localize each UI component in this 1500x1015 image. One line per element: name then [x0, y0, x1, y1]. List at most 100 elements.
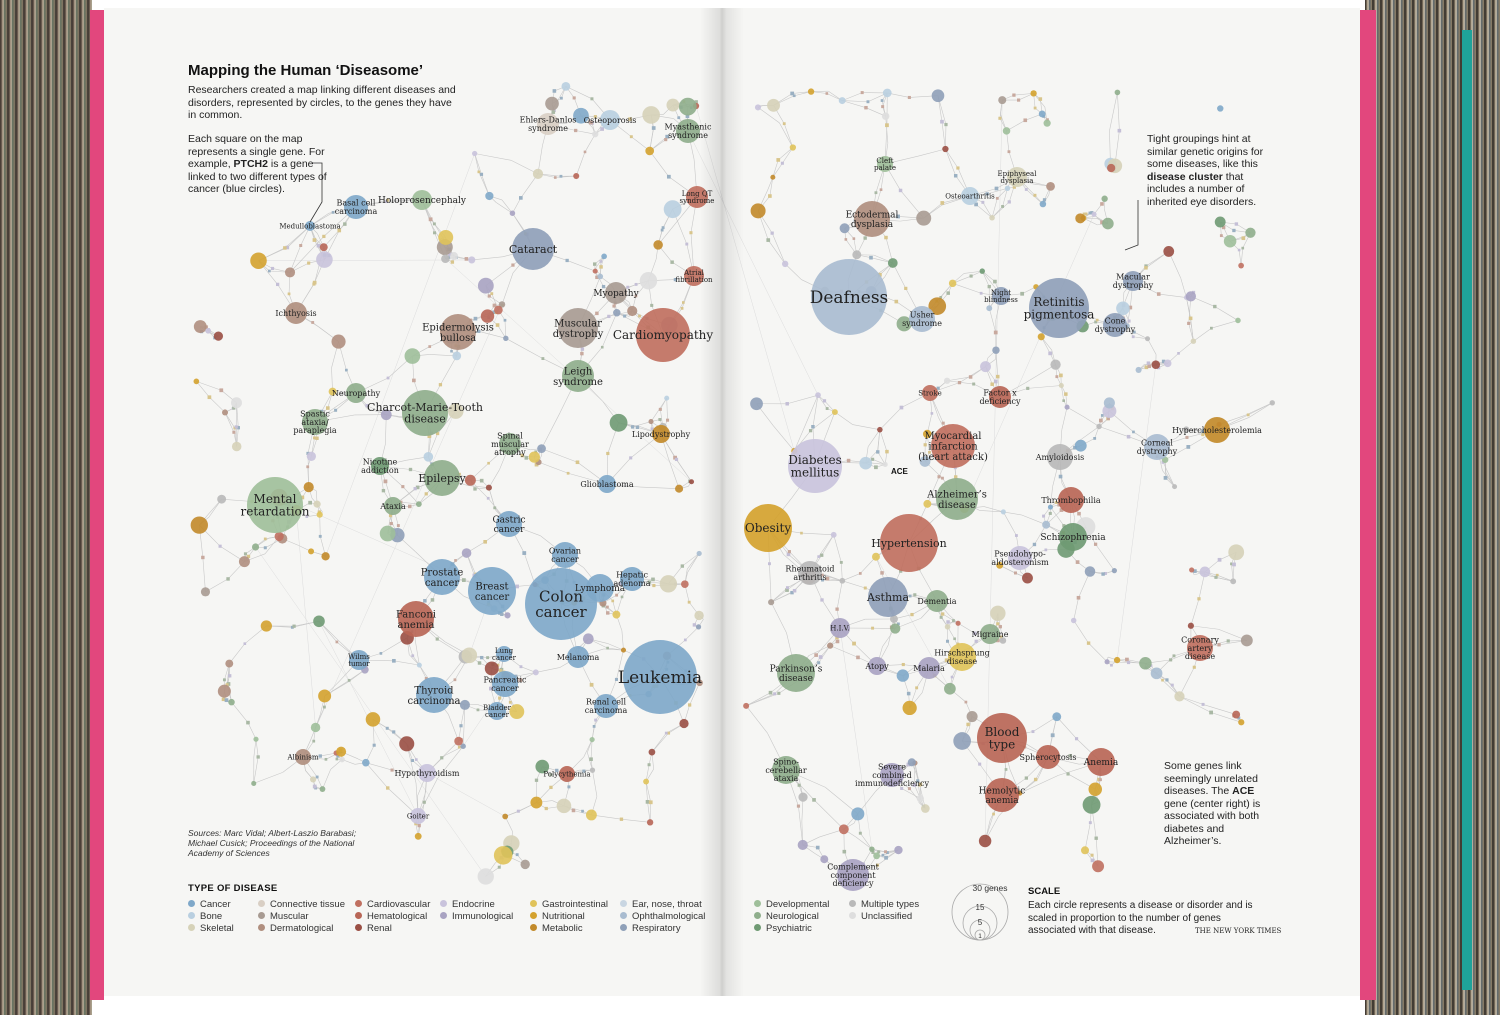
gene-square: [228, 674, 232, 678]
disease-node: [502, 813, 509, 820]
node-label: Spino-cerebellar ataxia: [765, 757, 807, 783]
disease-node: [1004, 185, 1011, 191]
gene-square: [246, 720, 250, 725]
gene-link: [1248, 402, 1273, 418]
gene-link: [587, 752, 593, 771]
gene-square: [1075, 560, 1080, 564]
node-circle: [424, 460, 460, 496]
disease-node: [916, 794, 924, 803]
gene-square: [629, 456, 633, 460]
gene-square: [1161, 359, 1166, 364]
node-circle: [788, 439, 842, 493]
disease-node: [1000, 509, 1006, 515]
gene-square: [768, 194, 772, 198]
gene-square: [839, 560, 843, 564]
gene-square: [311, 321, 315, 324]
node-circle: [880, 514, 938, 572]
gene-square: [207, 395, 212, 400]
ace-note-a: Some genes link seemingly unrelated dise…: [1164, 760, 1258, 797]
gene-link: [575, 130, 596, 135]
disease-node: [193, 320, 207, 333]
gene-square: [916, 779, 920, 783]
disease-node: [1037, 333, 1045, 341]
gene-square: [594, 718, 598, 722]
gene-link: [365, 762, 393, 771]
gene-square: [1103, 571, 1107, 575]
gene-square: [820, 553, 824, 557]
gene-square: [998, 116, 1002, 120]
gene-square: [386, 198, 390, 202]
node-label: Hemolytic anemia: [979, 786, 1026, 805]
gene-square: [1007, 150, 1011, 154]
gene-link: [769, 563, 772, 603]
gene-square: [424, 492, 428, 496]
node-circle: [302, 409, 328, 435]
gene-square: [901, 662, 905, 667]
disease-node: [1145, 336, 1151, 342]
gene-link: [289, 236, 325, 273]
disease-node: [477, 277, 494, 294]
gene-square: [618, 582, 622, 586]
disease-node: [485, 484, 492, 491]
legend-label: Cancer: [200, 899, 231, 910]
gene-link: [825, 787, 859, 815]
disease-node: [877, 426, 883, 433]
disease-node: [928, 297, 947, 315]
disease-node: [659, 575, 678, 593]
gene-link: [695, 105, 795, 452]
node-circle: [830, 618, 850, 638]
disease-node-thrombophilia: Thrombophilia: [1041, 487, 1101, 513]
disease-node-retinitis-pigmentosa: Retinitis pigmentosa: [1024, 278, 1094, 338]
gene-square: [866, 100, 870, 104]
node-label: Medulloblastoma: [279, 222, 340, 230]
node-circle: [559, 766, 575, 782]
gene-square: [1246, 413, 1250, 417]
disease-nodes: Leukemia Colon cancer Deafness Breast cancer R…: [241, 110, 1262, 891]
gene-square: [323, 705, 326, 709]
disease-node: [902, 700, 917, 716]
node-circle: [744, 504, 792, 552]
gene-square: [623, 314, 627, 318]
gene-square: [516, 809, 520, 813]
disease-node: [1172, 484, 1178, 490]
gene-link: [855, 836, 873, 850]
gene-square: [930, 412, 934, 415]
node-label: Blood type: [985, 725, 1020, 752]
node-label: Diabetes mellitus: [788, 453, 841, 480]
gene-square: [334, 408, 338, 412]
gene-link: [1073, 597, 1079, 621]
gene-link: [818, 645, 831, 663]
disease-node-hypothyroidism: Hypothyroidism: [395, 764, 460, 782]
gene-square: [906, 762, 911, 767]
legend-item: Cancer: [188, 899, 234, 911]
node-label: Osteoarthritis: [945, 192, 995, 200]
legend-swatch: [754, 912, 761, 919]
node-circle: [305, 221, 315, 231]
legend-swatch: [258, 924, 265, 931]
disease-node: [1101, 195, 1108, 202]
disease-node: [494, 305, 503, 315]
node-label: Atrial fibrillation: [675, 269, 713, 284]
gene-square: [1215, 573, 1219, 577]
legend-label: Hematological: [367, 911, 428, 922]
node-label: Thrombophilia: [1041, 496, 1101, 505]
gene-square: [606, 611, 610, 615]
legend-label: Muscular: [270, 911, 309, 922]
node-label: Hypercholesterolemia: [1172, 426, 1262, 435]
disease-node: [592, 268, 598, 274]
disease-node: [1052, 712, 1062, 722]
intro-text: Researchers created a map linking differ…: [188, 84, 456, 121]
gene-link: [787, 394, 819, 405]
gene-link: [982, 270, 996, 289]
gene-link: [616, 650, 624, 680]
disease-node: [1092, 860, 1105, 873]
gene-square: [593, 115, 597, 119]
legend-swatch: [355, 900, 362, 907]
gene-square: [650, 427, 654, 431]
node-circle: [868, 577, 908, 617]
disease-node-melanoma: Melanoma: [557, 646, 600, 668]
gene-square: [1023, 118, 1028, 123]
legend-label: Multiple types: [861, 899, 920, 910]
gene-square: [486, 656, 490, 660]
node-circle: [676, 119, 700, 143]
